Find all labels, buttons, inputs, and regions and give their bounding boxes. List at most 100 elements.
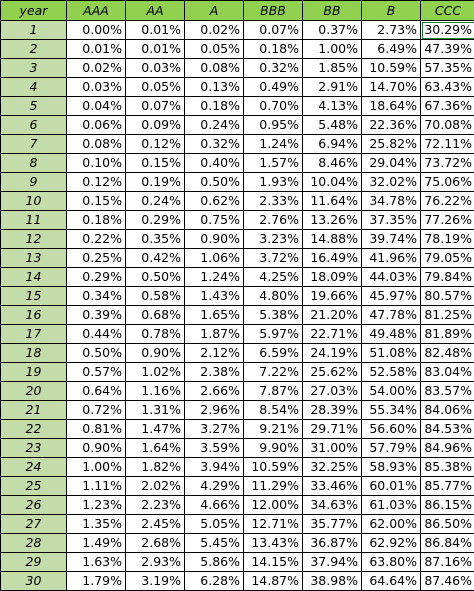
- year-cell[interactable]: 2: [1, 40, 67, 59]
- cell-ccc[interactable]: 72.11%: [421, 135, 474, 154]
- cell-bbb[interactable]: 10.59%: [244, 458, 303, 477]
- cell-ccc[interactable]: 83.04%: [421, 363, 474, 382]
- cell-bb[interactable]: 16.49%: [303, 249, 362, 268]
- cell-bb[interactable]: 33.46%: [303, 477, 362, 496]
- cell-b[interactable]: 25.82%: [362, 135, 421, 154]
- cell-b[interactable]: 45.97%: [362, 287, 421, 306]
- cell-bbb[interactable]: 7.22%: [244, 363, 303, 382]
- cell-bbb[interactable]: 4.25%: [244, 268, 303, 287]
- cell-aaa[interactable]: 0.34%: [67, 287, 126, 306]
- year-cell[interactable]: 10: [1, 192, 67, 211]
- cell-ccc[interactable]: 79.84%: [421, 268, 474, 287]
- cell-bbb[interactable]: 4.80%: [244, 287, 303, 306]
- cell-bb[interactable]: 13.26%: [303, 211, 362, 230]
- cell-aa[interactable]: 0.78%: [126, 325, 185, 344]
- year-cell[interactable]: 18: [1, 344, 67, 363]
- cell-bb[interactable]: 22.71%: [303, 325, 362, 344]
- cell-aa[interactable]: 0.68%: [126, 306, 185, 325]
- cell-bbb[interactable]: 13.43%: [244, 534, 303, 553]
- cell-ccc[interactable]: 78.19%: [421, 230, 474, 249]
- cell-ccc[interactable]: 82.48%: [421, 344, 474, 363]
- cell-a[interactable]: 2.38%: [185, 363, 244, 382]
- cell-ccc[interactable]: 67.36%: [421, 97, 474, 116]
- cell-a[interactable]: 2.96%: [185, 401, 244, 420]
- cell-aa[interactable]: 3.19%: [126, 572, 185, 591]
- cell-bbb[interactable]: 12.00%: [244, 496, 303, 515]
- cell-bbb[interactable]: 14.87%: [244, 572, 303, 591]
- cell-aa[interactable]: 0.58%: [126, 287, 185, 306]
- year-cell[interactable]: 17: [1, 325, 67, 344]
- cell-a[interactable]: 4.66%: [185, 496, 244, 515]
- cell-b[interactable]: 22.36%: [362, 116, 421, 135]
- cell-aa[interactable]: 2.93%: [126, 553, 185, 572]
- cell-ccc[interactable]: 81.89%: [421, 325, 474, 344]
- year-cell[interactable]: 29: [1, 553, 67, 572]
- cell-aa[interactable]: 1.64%: [126, 439, 185, 458]
- header-year[interactable]: year: [1, 1, 67, 21]
- cell-a[interactable]: 3.59%: [185, 439, 244, 458]
- cell-aaa[interactable]: 1.63%: [67, 553, 126, 572]
- cell-a[interactable]: 1.65%: [185, 306, 244, 325]
- cell-ccc[interactable]: 80.57%: [421, 287, 474, 306]
- cell-ccc[interactable]: 84.96%: [421, 439, 474, 458]
- cell-b[interactable]: 44.03%: [362, 268, 421, 287]
- year-cell[interactable]: 12: [1, 230, 67, 249]
- cell-bbb[interactable]: 6.59%: [244, 344, 303, 363]
- cell-ccc[interactable]: 79.05%: [421, 249, 474, 268]
- cell-bb[interactable]: 14.88%: [303, 230, 362, 249]
- cell-bbb[interactable]: 1.24%: [244, 135, 303, 154]
- cell-bbb[interactable]: 3.72%: [244, 249, 303, 268]
- cell-aa[interactable]: 0.19%: [126, 173, 185, 192]
- cell-aaa[interactable]: 0.25%: [67, 249, 126, 268]
- cell-bbb[interactable]: 2.76%: [244, 211, 303, 230]
- cell-bb[interactable]: 1.00%: [303, 40, 362, 59]
- cell-aaa[interactable]: 0.44%: [67, 325, 126, 344]
- year-cell[interactable]: 7: [1, 135, 67, 154]
- year-cell[interactable]: 14: [1, 268, 67, 287]
- cell-bb[interactable]: 11.64%: [303, 192, 362, 211]
- cell-ccc[interactable]: 63.43%: [421, 78, 474, 97]
- cell-aaa[interactable]: 1.79%: [67, 572, 126, 591]
- cell-a[interactable]: 0.75%: [185, 211, 244, 230]
- cell-a[interactable]: 1.87%: [185, 325, 244, 344]
- cell-a[interactable]: 2.12%: [185, 344, 244, 363]
- cell-bbb[interactable]: 0.32%: [244, 59, 303, 78]
- cell-ccc[interactable]: 73.72%: [421, 154, 474, 173]
- cell-aaa[interactable]: 0.57%: [67, 363, 126, 382]
- cell-a[interactable]: 6.28%: [185, 572, 244, 591]
- header-bbb[interactable]: BBB: [244, 1, 303, 21]
- cell-aaa[interactable]: 0.18%: [67, 211, 126, 230]
- cell-ccc[interactable]: 87.16%: [421, 553, 474, 572]
- cell-ccc[interactable]: 86.50%: [421, 515, 474, 534]
- cell-a[interactable]: 1.24%: [185, 268, 244, 287]
- cell-bb[interactable]: 0.37%: [303, 21, 362, 40]
- cell-aa[interactable]: 0.12%: [126, 135, 185, 154]
- cell-aaa[interactable]: 1.49%: [67, 534, 126, 553]
- header-aaa[interactable]: AAA: [67, 1, 126, 21]
- cell-b[interactable]: 29.04%: [362, 154, 421, 173]
- year-cell[interactable]: 21: [1, 401, 67, 420]
- cell-ccc[interactable]: 77.26%: [421, 211, 474, 230]
- cell-bb[interactable]: 27.03%: [303, 382, 362, 401]
- cell-aa[interactable]: 0.29%: [126, 211, 185, 230]
- cell-aaa[interactable]: 0.39%: [67, 306, 126, 325]
- header-ccc[interactable]: CCC: [421, 1, 474, 21]
- cell-b[interactable]: 41.96%: [362, 249, 421, 268]
- cell-bb[interactable]: 19.66%: [303, 287, 362, 306]
- cell-aa[interactable]: 0.24%: [126, 192, 185, 211]
- cell-aa[interactable]: 0.01%: [126, 40, 185, 59]
- cell-ccc[interactable]: 84.06%: [421, 401, 474, 420]
- cell-a[interactable]: 0.02%: [185, 21, 244, 40]
- cell-bbb[interactable]: 9.21%: [244, 420, 303, 439]
- cell-bbb[interactable]: 12.71%: [244, 515, 303, 534]
- cell-ccc[interactable]: 83.57%: [421, 382, 474, 401]
- cell-bbb[interactable]: 8.54%: [244, 401, 303, 420]
- cell-ccc[interactable]: 86.84%: [421, 534, 474, 553]
- cell-aaa[interactable]: 0.12%: [67, 173, 126, 192]
- header-b[interactable]: B: [362, 1, 421, 21]
- header-bb[interactable]: BB: [303, 1, 362, 21]
- cell-b[interactable]: 32.02%: [362, 173, 421, 192]
- year-cell[interactable]: 27: [1, 515, 67, 534]
- cell-aa[interactable]: 0.05%: [126, 78, 185, 97]
- cell-b[interactable]: 64.64%: [362, 572, 421, 591]
